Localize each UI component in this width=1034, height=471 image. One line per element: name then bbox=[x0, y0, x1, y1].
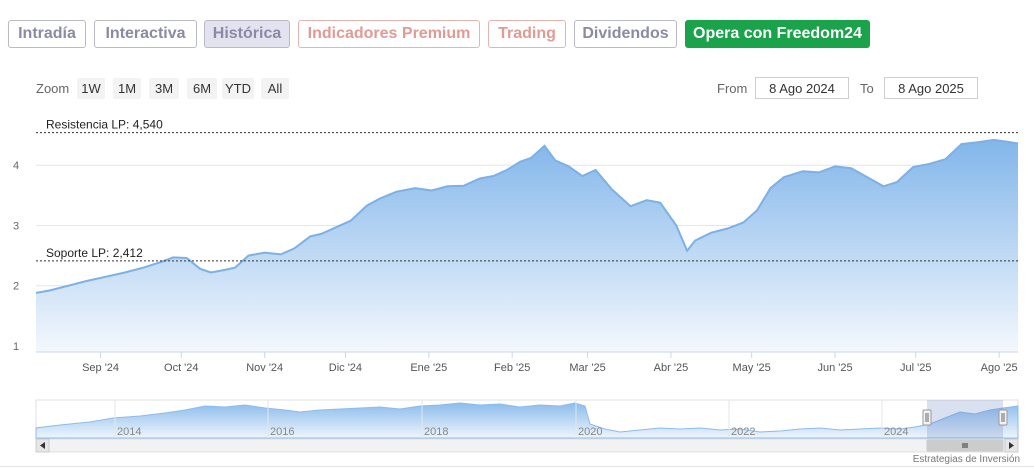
x-tick-label: Nov '24 bbox=[246, 362, 283, 374]
x-tick-label: Feb '25 bbox=[494, 362, 530, 374]
from-date-input[interactable] bbox=[755, 77, 849, 99]
from-label: From bbox=[717, 81, 748, 96]
x-tick-label: Ene '25 bbox=[410, 362, 447, 374]
arrow-right-icon bbox=[1009, 442, 1014, 449]
x-tick-label: Oct '24 bbox=[164, 362, 199, 374]
x-tick-label: Sep '24 bbox=[82, 362, 119, 374]
opera-freedom24-button[interactable]: Opera con Freedom24 bbox=[685, 20, 870, 48]
zoom-ytd-button[interactable]: YTD bbox=[222, 78, 254, 99]
arrow-left-icon bbox=[40, 442, 45, 449]
zoom-all-button[interactable]: All bbox=[261, 78, 289, 99]
navigator-right-handle[interactable] bbox=[998, 409, 1008, 426]
navigator-year-label: 2020 bbox=[578, 426, 602, 438]
y-tick-label: 2 bbox=[13, 281, 19, 293]
scrollbar-track[interactable] bbox=[35, 438, 1019, 453]
x-tick-label: Abr '25 bbox=[654, 362, 689, 374]
price-area bbox=[36, 139, 1018, 352]
x-tick-label: Dic '24 bbox=[329, 362, 362, 374]
bottom-divider bbox=[0, 466, 1034, 467]
navigator-year-labels: 2014 2016 2018 2020 2022 2024 bbox=[117, 426, 908, 438]
tab-historica[interactable]: Histórica bbox=[204, 20, 290, 48]
x-tick-label: Ago '25 bbox=[981, 362, 1018, 374]
tab-intradia[interactable]: Intradía bbox=[8, 20, 86, 48]
navigator-scrollbar[interactable] bbox=[35, 438, 1019, 453]
navigator-year-label: 2016 bbox=[270, 426, 294, 438]
navigator-year-label: 2014 bbox=[117, 426, 141, 438]
to-date-input[interactable] bbox=[884, 77, 978, 99]
zoom-1m-button[interactable]: 1M bbox=[113, 78, 141, 99]
tab-dividendos[interactable]: Dividendos bbox=[574, 20, 677, 48]
to-label: To bbox=[860, 81, 874, 96]
x-axis-labels: Sep '24 Oct '24 Nov '24 Dic '24 Ene '25 Feb '… bbox=[82, 352, 1018, 374]
navigator-year-label: 2018 bbox=[424, 426, 448, 438]
chart-credit: Estrategias de Inversión bbox=[912, 454, 1020, 465]
tab-indicadores-premium[interactable]: Indicadores Premium bbox=[298, 20, 480, 48]
tab-interactiva[interactable]: Interactiva bbox=[94, 20, 197, 48]
tab-trading[interactable]: Trading bbox=[488, 20, 566, 48]
x-tick-label: Jul '25 bbox=[900, 362, 931, 374]
navigator-year-label: 2022 bbox=[731, 426, 755, 438]
navigator-series bbox=[35, 402, 1019, 439]
level-label: Resistencia LP: 4,540 bbox=[46, 118, 163, 132]
navigator[interactable]: 2014 2016 2018 2020 2022 2024 bbox=[35, 399, 1019, 439]
zoom-label: Zoom bbox=[36, 81, 70, 96]
y-axis-labels: 1 2 3 4 bbox=[13, 160, 19, 353]
zoom-3m-button[interactable]: 3M bbox=[149, 78, 179, 99]
navigator-selection[interactable] bbox=[927, 400, 1003, 438]
x-tick-label: May '25 bbox=[733, 362, 771, 374]
zoom-6m-button[interactable]: 6M bbox=[187, 78, 217, 99]
level-label: Soporte LP: 2,412 bbox=[46, 246, 143, 260]
navigator-left-handle[interactable] bbox=[922, 409, 932, 426]
level-lines: Resistencia LP: 4,540 Soporte LP: 2,412 bbox=[36, 118, 1018, 262]
y-tick-label: 4 bbox=[13, 160, 19, 172]
zoom-1w-button[interactable]: 1W bbox=[77, 78, 105, 99]
x-tick-label: Mar '25 bbox=[569, 362, 605, 374]
price-line bbox=[35, 138, 1019, 294]
y-tick-label: 3 bbox=[13, 220, 19, 232]
navigator-year-label: 2024 bbox=[884, 426, 908, 438]
x-tick-label: Jun '25 bbox=[817, 362, 852, 374]
y-tick-label: 1 bbox=[13, 341, 19, 353]
